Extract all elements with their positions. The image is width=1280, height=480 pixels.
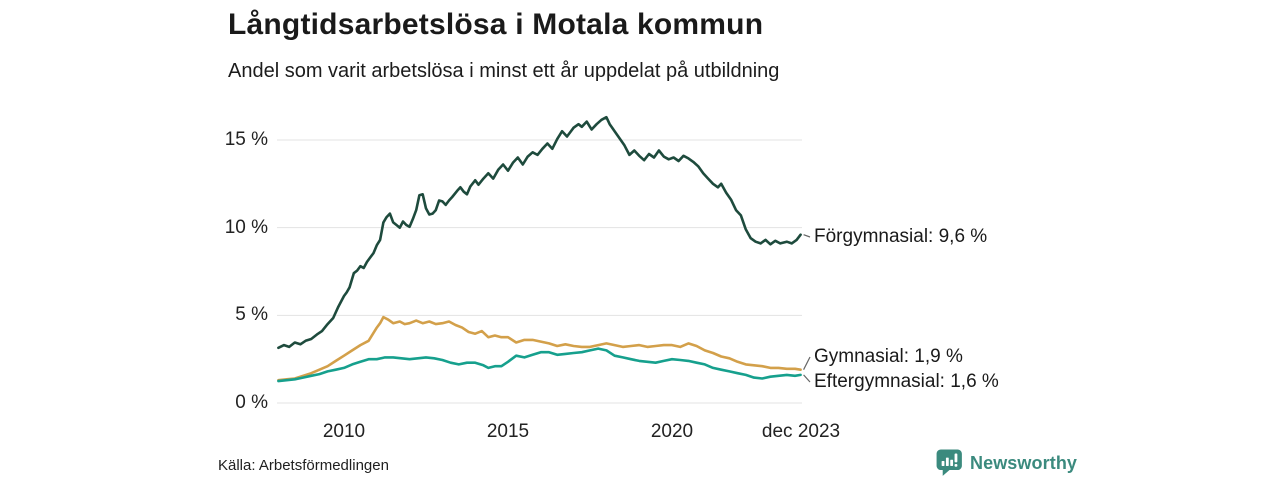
newsworthy-brand: Newsworthy <box>936 449 1077 477</box>
y-axis-tick-15: 15 % <box>224 129 268 150</box>
source-note: Källa: Arbetsförmedlingen <box>218 457 389 474</box>
series-label-forgymnasial: Förgymnasial: 9,6 % <box>814 226 988 247</box>
x-axis-tick-2015: 2015 <box>486 421 530 442</box>
newsworthy-logo-icon <box>936 449 963 477</box>
series-label-eftergymnasial: Eftergymnasial: 1,6 % <box>814 371 999 392</box>
series-line-gymnasial <box>277 315 802 382</box>
y-axis-tick-5: 5 % <box>235 304 268 325</box>
label-connector-f-rgymnasial <box>803 234 811 238</box>
x-axis-tick-2010: 2010 <box>322 421 366 442</box>
page-title: Långtidsarbetslösa i Motala kommun <box>228 8 764 41</box>
y-axis-tick-10: 10 % <box>224 217 268 238</box>
newsworthy-brand-text: Newsworthy <box>970 452 1078 473</box>
series-line-f-rgymnasial <box>277 115 802 350</box>
series-label-gymnasial: Gymnasial: 1,9 % <box>814 346 963 367</box>
series-line-eftergymnasial <box>277 347 802 383</box>
x-axis-tick-2020: 2020 <box>650 421 694 442</box>
page-subtitle: Andel som varit arbetslösa i minst ett å… <box>228 60 780 82</box>
label-connector-gymnasial <box>803 356 811 370</box>
x-axis-tick-dec-2023: dec 2023 <box>761 421 841 442</box>
label-connector-eftergymnasial <box>803 374 811 383</box>
y-axis-tick-0: 0 % <box>235 392 268 413</box>
